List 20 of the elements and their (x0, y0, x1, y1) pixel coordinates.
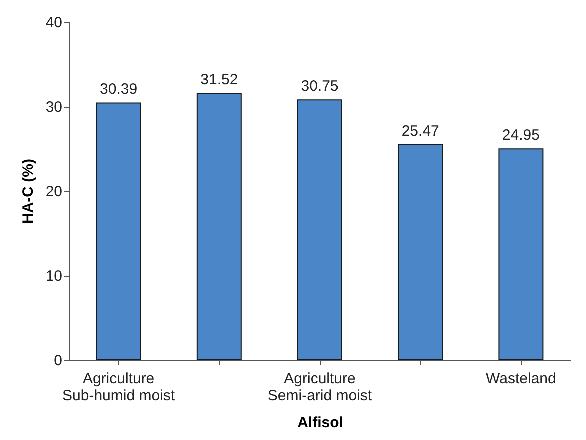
y-tick-label: 30 (46, 99, 62, 116)
x-axis-title: Alfisol (298, 414, 344, 432)
bar (96, 102, 142, 360)
data-label: 30.75 (301, 78, 339, 96)
x-tick-label: Agriculture Semi-arid moist (268, 370, 373, 404)
y-tick-label: 10 (46, 268, 62, 285)
y-tick-label: 0 (54, 352, 62, 370)
bar (196, 93, 242, 360)
data-label: 24.95 (502, 127, 540, 144)
y-tick-label: 40 (46, 14, 62, 32)
bar (298, 100, 342, 360)
y-axis-title: HA-C (%) (20, 159, 37, 224)
bar (398, 144, 444, 360)
data-label: 25.47 (402, 122, 440, 140)
data-label: 30.39 (100, 81, 138, 98)
x-tick-label: Wasteland (486, 370, 556, 388)
data-label: 31.52 (200, 72, 238, 89)
x-tick-label: Agriculture Sub-humid moist (62, 370, 176, 404)
y-tick-label: 20 (46, 184, 62, 200)
bar (498, 148, 544, 360)
